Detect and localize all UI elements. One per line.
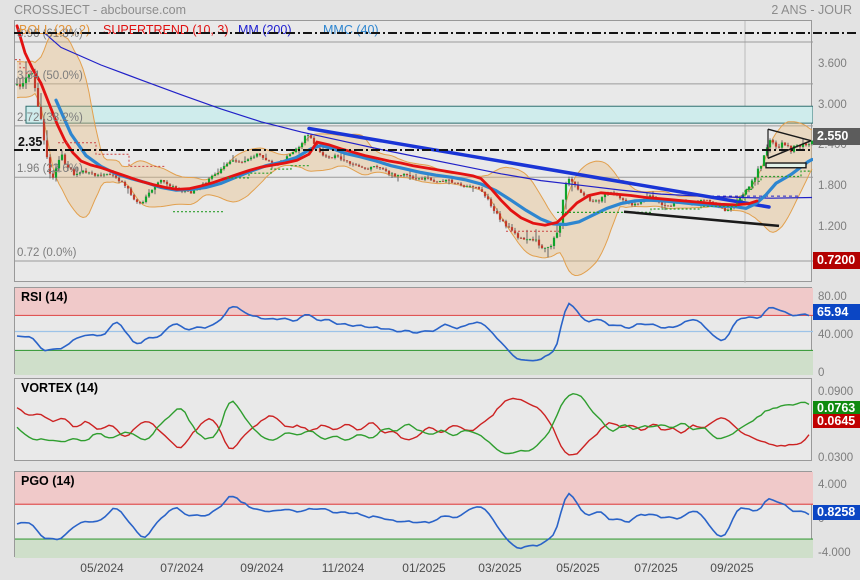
price-chart-canvas[interactable] bbox=[15, 21, 813, 283]
period-low-badge: 0.7200 bbox=[813, 251, 860, 269]
x-axis-label: 07/2024 bbox=[160, 561, 204, 575]
axis-tick-label: 1.200 bbox=[818, 220, 847, 233]
x-axis-label: 09/2024 bbox=[240, 561, 284, 575]
vortex-panel: VORTEX (14) bbox=[14, 378, 812, 461]
rsi-panel: RSI (14) bbox=[14, 287, 813, 375]
x-axis-label: 09/2025 bbox=[710, 561, 754, 575]
axis-tick-label: 80.00 bbox=[818, 291, 847, 304]
rsi-label: RSI (14) bbox=[21, 290, 68, 304]
timeframe-label: 2 ANS - JOUR bbox=[771, 3, 852, 17]
fib-level-label: 2.72 (38.2%) bbox=[17, 111, 83, 124]
vortex-label: VORTEX (14) bbox=[21, 381, 99, 395]
rsi-chart-canvas[interactable] bbox=[15, 288, 813, 375]
alert-line-upper[interactable] bbox=[14, 31, 856, 34]
legend-item: MMC (40) bbox=[323, 23, 379, 37]
x-axis-label: 05/2024 bbox=[80, 561, 124, 575]
fib-level-label: 1.96 (23.6%) bbox=[17, 163, 83, 176]
legend-item: BOLL (20, 2) bbox=[19, 23, 91, 37]
vortex-minus-badge: 0.0645 bbox=[813, 414, 860, 429]
x-axis-label: 01/2025 bbox=[402, 561, 446, 575]
axis-tick-label: 4.000 bbox=[818, 478, 847, 491]
alert-price-label: 2.35 bbox=[18, 134, 43, 149]
pgo-label: PGO (14) bbox=[21, 474, 75, 488]
current-price-badge: 2.550 bbox=[813, 127, 860, 145]
axis-tick-label: 3.600 bbox=[818, 58, 847, 71]
pgo-chart-canvas[interactable] bbox=[15, 472, 813, 558]
axis-tick-label: 3.000 bbox=[818, 98, 847, 111]
x-axis-label: 11/2024 bbox=[321, 561, 365, 575]
axis-tick-label: 0.0900 bbox=[818, 386, 854, 399]
legend-item: MM (200) bbox=[238, 23, 292, 37]
fib-level-label: 3.96 (61.8%) bbox=[17, 28, 83, 41]
axis-tick-label: 0 bbox=[818, 367, 825, 379]
axis-tick-label: -4.000 bbox=[818, 547, 851, 560]
vortex-plus-badge: 0.0763 bbox=[813, 401, 860, 416]
fib-level-label: 3.34 (50.0%) bbox=[17, 69, 83, 82]
x-axis-label: 03/2025 bbox=[478, 561, 522, 575]
fib-level-label: 0.72 (0.0%) bbox=[17, 247, 77, 260]
axis-tick-label: 40.000 bbox=[818, 329, 854, 342]
main-chart-panel: BOLL (20, 2) SUPERTREND (10, 3) MM (200) MM… bbox=[14, 20, 813, 283]
pgo-panel: PGO (14) bbox=[14, 471, 813, 558]
page-title: CROSSJECT - abcbourse.com bbox=[14, 3, 187, 17]
legend-item: SUPERTREND (10, 3) bbox=[103, 23, 229, 37]
rsi-value-badge: 65.94 bbox=[813, 303, 860, 320]
x-axis-label: 05/2025 bbox=[556, 561, 600, 575]
alert-line-2-35[interactable] bbox=[14, 148, 812, 151]
vortex-chart-canvas[interactable] bbox=[15, 379, 813, 462]
axis-tick-label: 1.800 bbox=[818, 180, 847, 193]
pgo-value-badge: 0.8258 bbox=[813, 505, 860, 521]
axis-tick-label: 0.0300 bbox=[818, 451, 854, 464]
x-axis-label: 07/2025 bbox=[634, 561, 678, 575]
